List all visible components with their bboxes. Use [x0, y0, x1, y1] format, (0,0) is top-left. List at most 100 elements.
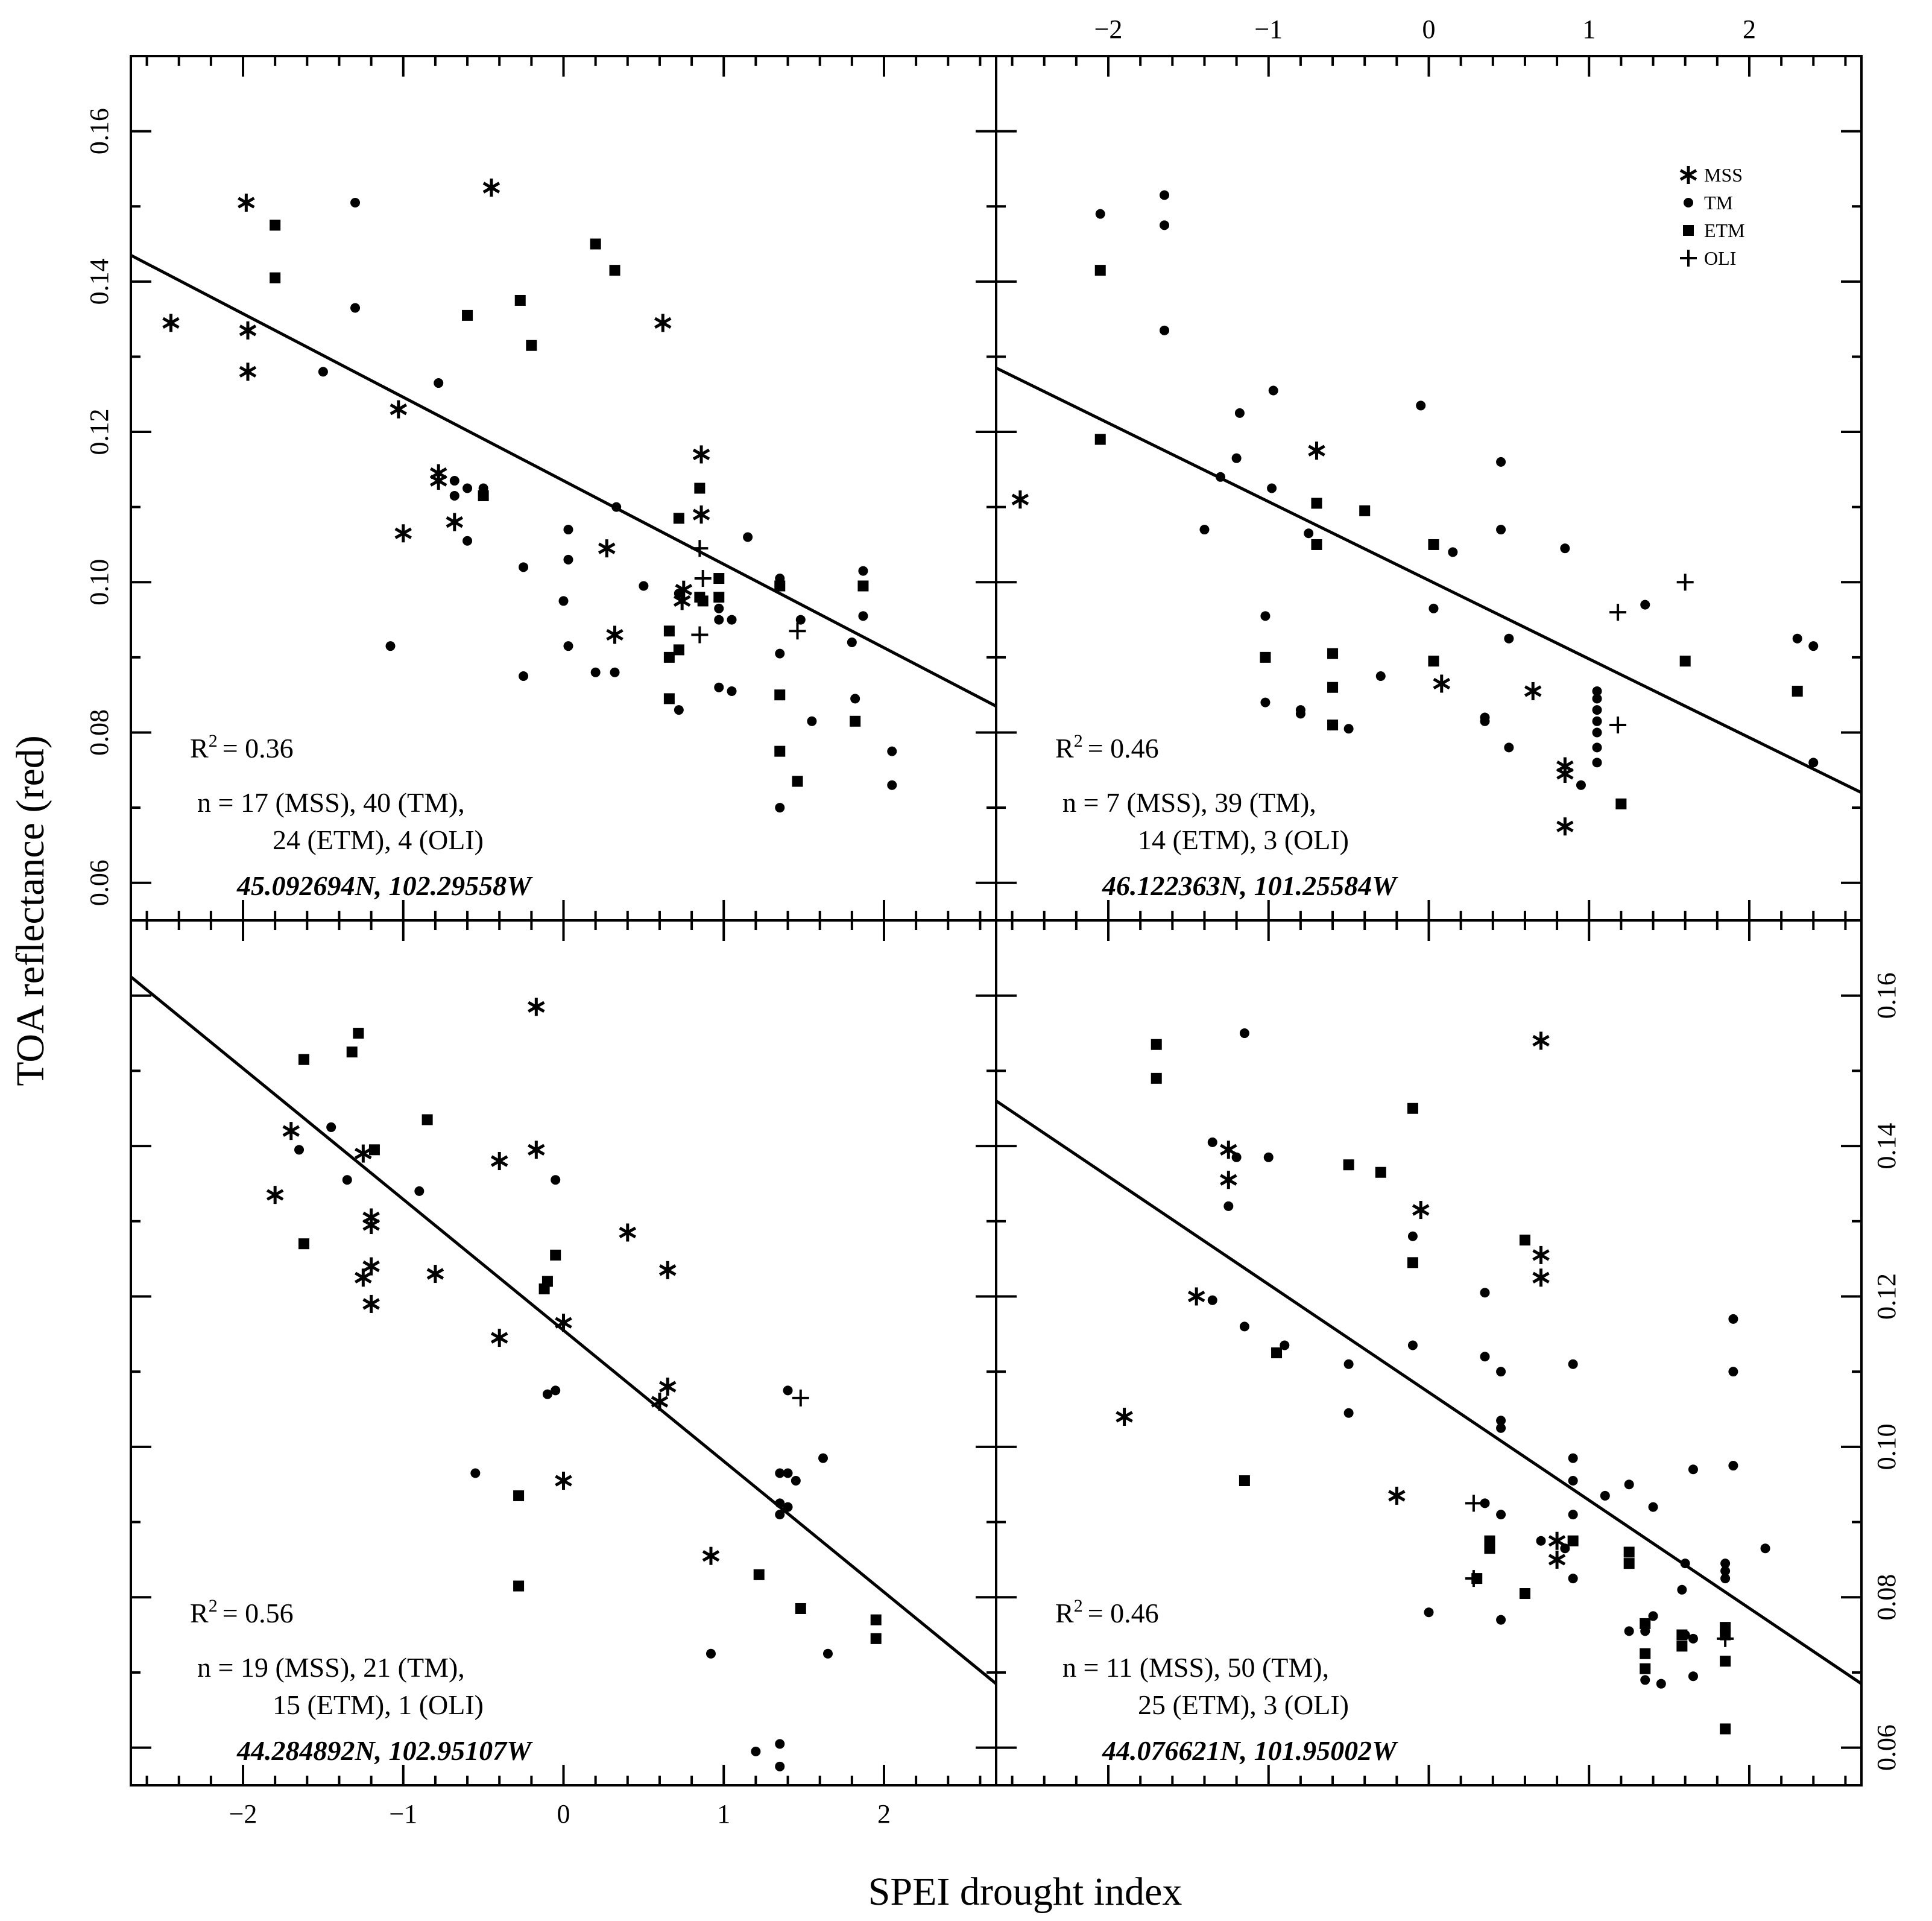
tm-point — [791, 1475, 801, 1486]
r-squared-r: R — [190, 733, 209, 764]
mss-marker-arm — [1220, 1144, 1237, 1156]
mss-marker-arm — [282, 1125, 300, 1137]
mss-point — [1388, 1486, 1406, 1505]
tm-point — [795, 615, 806, 625]
tm-point — [1267, 483, 1277, 493]
etm-point — [298, 1054, 309, 1065]
etm-point — [673, 644, 684, 656]
tm-point — [775, 803, 785, 813]
mss-point — [362, 1294, 380, 1313]
mss-point — [1548, 1550, 1566, 1569]
tm-point — [1592, 705, 1602, 715]
tm-point — [350, 197, 361, 207]
panel-data — [996, 1028, 1861, 1735]
tm-point — [1760, 1543, 1770, 1554]
mss-point — [528, 998, 545, 1016]
tm-point — [1480, 1288, 1490, 1298]
r-squared-label: R2 = 0.46 — [1055, 731, 1159, 764]
mss-point — [482, 179, 500, 197]
tm-point — [1688, 1671, 1698, 1682]
tm-point — [1680, 1559, 1690, 1569]
tm-point — [1600, 1490, 1610, 1501]
tm-point — [1295, 709, 1305, 719]
sample-count-line1: n = 17 (MSS), 40 (TM), — [197, 787, 465, 818]
mss-marker-arm — [426, 1268, 444, 1280]
legend-marker-oli — [1680, 250, 1697, 267]
etm-point — [1623, 1558, 1635, 1569]
y-axis-title: TOA reflectance (red) — [8, 735, 52, 1086]
etm-point — [1327, 648, 1339, 659]
tm-point — [449, 476, 459, 486]
tm-point — [414, 1186, 425, 1196]
mss-marker-arm — [1308, 445, 1325, 457]
y-tick-label: 0.10 — [1872, 1423, 1901, 1470]
etm-point — [1676, 1641, 1688, 1652]
oli-point — [792, 1389, 809, 1407]
x-axis-title: SPEI drought index — [868, 1870, 1182, 1914]
sample-count-line1: n = 11 (MSS), 50 (TM), — [1062, 1652, 1329, 1683]
mss-point — [282, 1122, 300, 1141]
x-tick-label: −2 — [1094, 14, 1123, 44]
mss-marker-arm — [1116, 1411, 1133, 1423]
mss-point — [362, 1216, 380, 1235]
r-squared-r: R — [1055, 733, 1074, 764]
tm-point — [1592, 758, 1602, 768]
mss-marker-arm — [266, 1189, 284, 1201]
tm-point — [1592, 742, 1602, 753]
etm-point — [1428, 539, 1439, 550]
tm-point — [1624, 1480, 1634, 1490]
mss-point — [490, 1152, 508, 1171]
oli-point — [1676, 574, 1694, 591]
mss-marker-arm — [619, 1226, 637, 1239]
mss-marker-arm — [355, 1147, 372, 1160]
etm-point — [590, 238, 601, 250]
panel-top-right: −2 −1 0 1 2R2 = 0.46n = 7 (MSS), 39 (TM),14 (… — [995, 14, 1863, 922]
tm-point — [1728, 1461, 1738, 1471]
x-tick-label: 2 — [1743, 14, 1756, 44]
x-tick-label: −1 — [389, 1799, 417, 1829]
y-tick-label: 0.16 — [1872, 972, 1901, 1019]
x-tick-label: 0 — [557, 1799, 570, 1829]
etm-point — [1640, 1618, 1651, 1629]
r-squared-label: R2 = 0.46 — [1055, 1596, 1159, 1628]
oli-point — [1465, 1570, 1482, 1587]
mss-marker-arm — [238, 197, 255, 209]
r-squared-exp: 2 — [209, 731, 218, 751]
mss-marker-arm — [390, 403, 408, 416]
mss-point — [394, 524, 412, 543]
mss-point — [692, 505, 710, 524]
tm-point — [775, 1468, 785, 1478]
tm-point — [775, 648, 785, 659]
tm-point — [1592, 694, 1602, 704]
etm-point — [1519, 1234, 1530, 1245]
tm-point — [1239, 1321, 1249, 1332]
etm-point — [1720, 1723, 1731, 1735]
tm-point — [674, 705, 684, 715]
tm-point — [1343, 724, 1354, 734]
y-tick-label: 0.08 — [1872, 1574, 1901, 1621]
etm-point — [513, 1580, 525, 1592]
tm-point — [775, 1739, 785, 1749]
tm-point — [847, 637, 857, 647]
tm-point — [551, 1175, 561, 1185]
mss-marker-arm — [362, 1219, 380, 1231]
tm-point — [563, 525, 573, 535]
oli-point — [1717, 1630, 1734, 1647]
mss-marker-arm — [598, 542, 616, 554]
mss-marker-arm — [1011, 493, 1029, 505]
panel-top-left: 0.06 0.08 0.10 0.12 0.14 0.16 R2 = 0.36 n = 17 (… — [84, 55, 997, 922]
etm-point — [1676, 1629, 1688, 1641]
mss-point — [658, 1261, 677, 1279]
mss-marker-arm — [1556, 820, 1574, 832]
etm-point — [1151, 1072, 1162, 1084]
y-tick-label: 0.06 — [1872, 1724, 1901, 1771]
mss-marker-arm — [362, 1260, 380, 1273]
mss-point — [619, 1223, 637, 1242]
mss-marker-arm — [692, 448, 710, 461]
r-squared-value: = 0.56 — [223, 1598, 294, 1628]
etm-point — [1720, 1656, 1731, 1667]
y-tick-label: 0.10 — [84, 559, 114, 606]
tm-point — [449, 490, 459, 501]
mss-marker-arm — [1532, 1271, 1550, 1283]
mss-marker-arm — [702, 1550, 720, 1562]
